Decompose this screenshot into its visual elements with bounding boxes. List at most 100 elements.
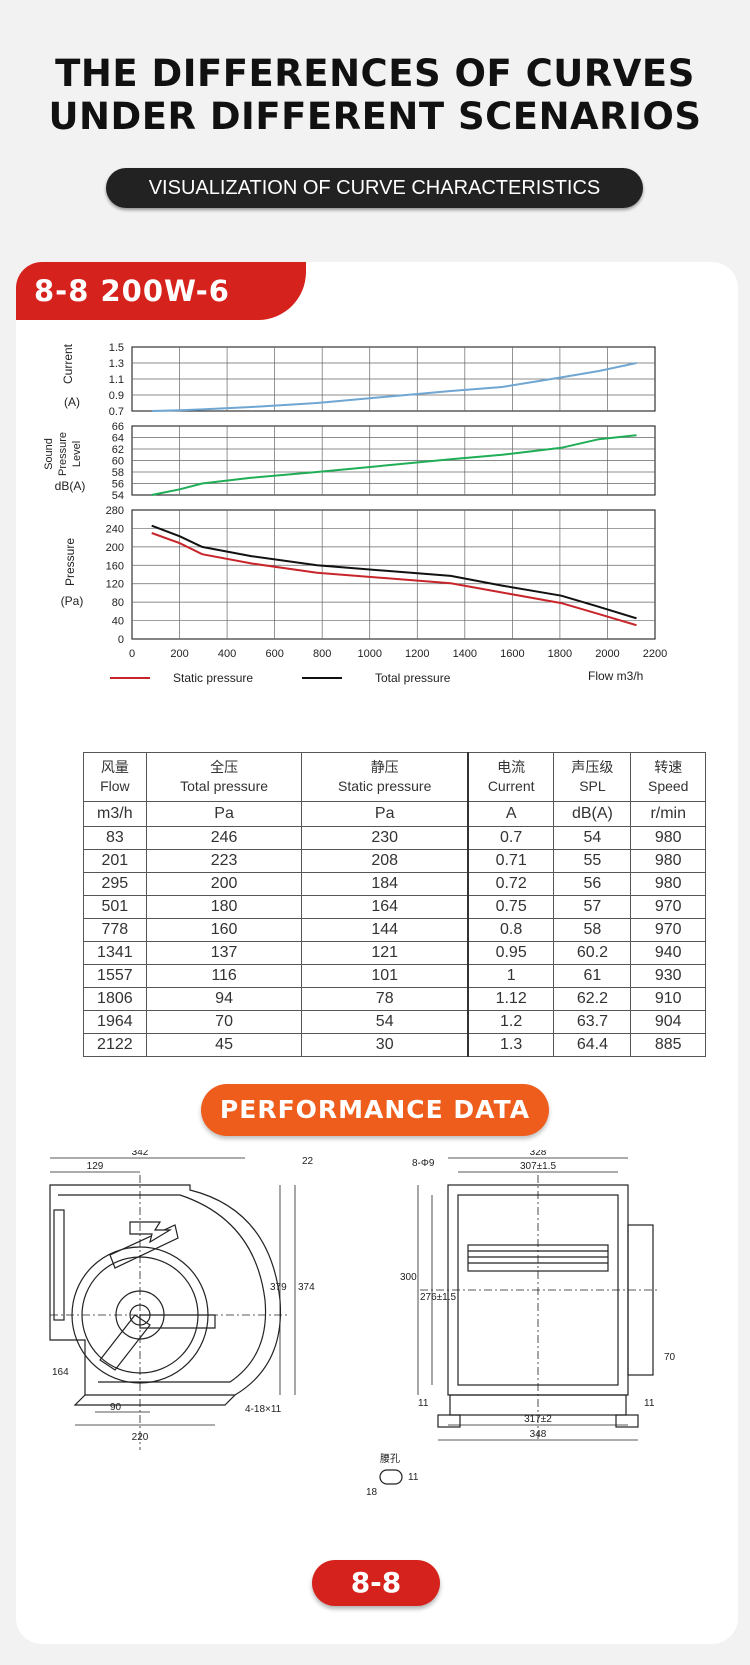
y-tick-label: 56	[112, 479, 124, 491]
table-cell: 0.7	[466, 826, 555, 850]
table-cell: 54	[301, 1010, 469, 1034]
y-tick-label: 58	[112, 467, 124, 479]
dim-164: 164	[52, 1367, 69, 1378]
table-cell: 2122	[83, 1033, 147, 1057]
dim-11-right: 11	[644, 1398, 655, 1409]
table-cell: 885	[630, 1033, 706, 1057]
x-tick-label: 1400	[453, 648, 477, 660]
table-cell: 1.12	[466, 987, 555, 1011]
x-tick-label: 200	[170, 648, 188, 660]
column-header: 电流 Current	[466, 752, 555, 802]
table-cell: 62.2	[553, 987, 632, 1011]
table-cell: 1	[466, 964, 555, 988]
y-tick-label: 60	[112, 456, 124, 468]
legend-label-total: Total pressure	[375, 671, 451, 685]
dim-11-left: 11	[418, 1398, 429, 1409]
y-axis-label-pressure: Pressure	[63, 538, 77, 586]
column-header-cn: 全压	[210, 759, 239, 775]
table-row: 1806 94 78 1.12 62.2 910	[83, 987, 706, 1011]
y-tick-label: 80	[112, 597, 124, 609]
dim-374: 374	[298, 1282, 315, 1293]
table-cell: 0.8	[466, 918, 555, 942]
dim-300: 300	[400, 1272, 417, 1283]
model-size-label: 8-8	[312, 1560, 440, 1606]
dim-317: 317±2	[524, 1414, 552, 1425]
table-cell: 1806	[83, 987, 147, 1011]
table-cell: 0.95	[466, 941, 555, 965]
table-row: 1341 137 121 0.95 60.2 940	[83, 941, 706, 965]
y-axis-label-spl: Pressure	[57, 432, 69, 476]
table-cell: 30	[301, 1033, 469, 1057]
table-cell: 910	[630, 987, 706, 1011]
column-header: 全压 Total pressure	[145, 752, 303, 802]
table-cell: 121	[301, 941, 469, 965]
column-header-cn: 风量	[100, 759, 129, 775]
series-line-current	[151, 362, 637, 412]
table-cell: 1964	[83, 1010, 147, 1034]
dim-90: 90	[110, 1402, 122, 1413]
side-view-drawing	[49, 1157, 296, 1450]
table-cell: 61	[553, 964, 632, 988]
performance-data-label: PERFORMANCE DATA	[201, 1084, 549, 1136]
table-cell: 230	[301, 826, 469, 850]
y-tick-label: 64	[112, 433, 124, 445]
table-cell: 45	[145, 1033, 303, 1057]
table-cell: 201	[83, 849, 147, 873]
dim-bolt-holes: 4-18×11	[245, 1404, 282, 1415]
table-cell: 56	[553, 872, 632, 896]
table-cell: 223	[145, 849, 303, 873]
chart-frame-2	[131, 509, 656, 640]
table-cell: 1341	[83, 941, 147, 965]
table-cell: 1.3	[466, 1033, 555, 1057]
unit-cell: dB(A)	[553, 801, 632, 827]
model-tag: 8-8 200W-6	[16, 262, 306, 320]
table-cell: 160	[145, 918, 303, 942]
table-cell: 78	[301, 987, 469, 1011]
column-header: 转速 Speed	[630, 752, 706, 802]
x-tick-label: 1200	[405, 648, 429, 660]
y-axis-unit-spl: dB(A)	[55, 479, 86, 493]
x-tick-label: 400	[218, 648, 236, 660]
dim-129: 129	[87, 1161, 104, 1172]
table-cell: 778	[83, 918, 147, 942]
y-tick-label: 1.1	[109, 374, 124, 386]
table-row: 1964 70 54 1.2 63.7 904	[83, 1010, 706, 1034]
dim-307: 307±1.5	[520, 1161, 557, 1172]
table-cell: 295	[83, 872, 147, 896]
x-tick-label: 800	[313, 648, 331, 660]
column-header: 风量 Flow	[83, 752, 147, 802]
column-header-en: Current	[487, 778, 535, 794]
column-header-en: SPL	[579, 778, 606, 794]
table-cell: 970	[630, 895, 706, 919]
y-tick-label: 40	[112, 616, 124, 628]
column-header-en: Static pressure	[338, 778, 432, 794]
column-header-cn: 转速	[654, 759, 683, 775]
dim-22: 22	[302, 1156, 314, 1167]
table-row: 1557 116 101 1 61 930	[83, 964, 706, 988]
dim-328: 328	[530, 1150, 547, 1158]
y-tick-label: 160	[106, 560, 124, 572]
column-header-en: Flow	[100, 778, 130, 794]
y-tick-label: 1.5	[109, 342, 124, 354]
table-cell: 930	[630, 964, 706, 988]
legend-label-static: Static pressure	[173, 671, 253, 685]
y-axis-label-spl: Sound	[43, 438, 55, 470]
table-cell: 164	[301, 895, 469, 919]
unit-cell: m3/h	[83, 801, 147, 827]
dim-348: 348	[530, 1429, 547, 1440]
table-cell: 980	[630, 826, 706, 850]
y-tick-label: 200	[106, 542, 124, 554]
table-cell: 246	[145, 826, 303, 850]
column-header-cn: 声压级	[571, 759, 614, 775]
table-cell: 0.72	[466, 872, 555, 896]
unit-cell: Pa	[145, 801, 303, 827]
dim-slot-11: 11	[408, 1472, 419, 1483]
table-cell: 144	[301, 918, 469, 942]
front-view-dimensions: 328 8-Φ9 307±1.5 300 276±1.5 70 11 11 31…	[366, 1150, 676, 1498]
column-header: 声压级 SPL	[553, 752, 632, 802]
dim-8-phi9: 8-Φ9	[412, 1158, 435, 1169]
y-axis-label-current: Current	[61, 343, 75, 384]
series-line-static-pressure	[151, 532, 637, 627]
table-cell: 70	[145, 1010, 303, 1034]
